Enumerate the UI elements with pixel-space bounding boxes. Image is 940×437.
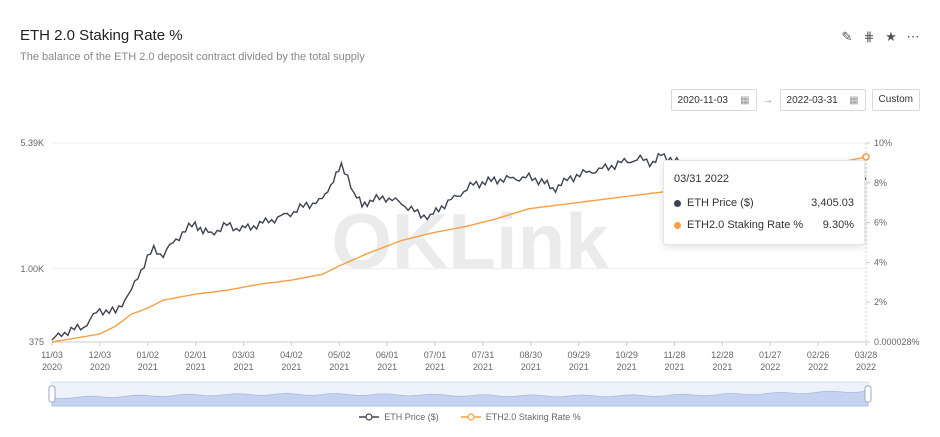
y-right-tick-label: 10%	[874, 138, 892, 148]
arrow-right-icon: →	[762, 94, 774, 106]
y-right-tick-label: 0.000028%	[874, 337, 920, 347]
zoom-handle-right	[864, 385, 872, 403]
tooltip-date: 03/31 2022	[674, 173, 730, 185]
x-tick-label: 11/03	[41, 350, 63, 360]
x-tick-label: 03/03	[232, 350, 255, 360]
watermark: OKLink	[331, 197, 609, 285]
x-tick-label: 08/30	[520, 350, 543, 360]
chart-legend: ETH Price ($) ETH2.0 Staking Rate %	[0, 412, 940, 422]
x-tick-year-label: 2021	[377, 362, 397, 372]
chart-tooltip: 03/31 2022 ETH Price ($) 3,405.03 ETH2.0…	[663, 160, 865, 245]
x-tick-year-label: 2021	[664, 362, 684, 372]
x-tick-year-label: 2021	[521, 362, 541, 372]
x-tick-year-label: 2021	[617, 362, 637, 372]
x-tick-label: 01/02	[136, 350, 159, 360]
chart-subtitle: The balance of the ETH 2.0 deposit contr…	[20, 51, 365, 63]
x-tick-year-label: 2021	[425, 362, 445, 372]
end-date-input[interactable]: 2022-03-31 ▦	[779, 89, 866, 111]
y-right-tick-label: 6%	[874, 218, 887, 228]
tooltip-price-value: 3,405.03	[811, 197, 854, 209]
staking-rate-highlight-point	[862, 153, 870, 161]
x-tick-year-label: 2022	[808, 362, 828, 372]
x-tick-label: 11/28	[664, 350, 686, 360]
x-tick-year-label: 2022	[760, 362, 780, 372]
x-tick-label: 01/27	[759, 350, 782, 360]
x-tick-year-label: 2021	[234, 362, 254, 372]
y-right-tick-label: 4%	[874, 257, 887, 267]
chart-title: ETH 2.0 Staking Rate %	[20, 27, 183, 44]
start-date-input[interactable]: 2020-11-03 ▦	[670, 89, 757, 111]
x-tick-label: 07/31	[472, 350, 495, 360]
x-tick-label: 04/02	[280, 350, 303, 360]
tooltip-staking-label: ETH2.0 Staking Rate %	[687, 219, 804, 231]
x-tick-label: 02/26	[807, 350, 830, 360]
y-left-tick-label: 1.00K	[20, 264, 44, 274]
grid-icon[interactable]: ⋕	[863, 29, 875, 44]
x-tick-year-label: 2021	[186, 362, 206, 372]
line-marker-icon	[460, 413, 481, 421]
x-tick-year-label: 2021	[712, 362, 732, 372]
x-tick-year-label: 2020	[90, 362, 110, 372]
x-tick-label: 06/01	[376, 350, 399, 360]
tooltip-row-staking: ETH2.0 Staking Rate % 9.30%	[674, 219, 854, 231]
star-icon[interactable]: ★	[885, 29, 897, 44]
x-tick-label: 07/01	[424, 350, 447, 360]
x-tick-year-label: 2021	[138, 362, 158, 372]
zoom-handle-left	[48, 385, 56, 403]
custom-button[interactable]: Custom	[871, 89, 920, 111]
y-left-tick-label: 375	[29, 337, 44, 347]
tooltip-price-label: ETH Price ($)	[687, 197, 754, 209]
y-right-tick-label: 2%	[874, 297, 887, 307]
x-tick-year-label: 2022	[856, 362, 876, 372]
calendar-icon: ▦	[740, 94, 750, 106]
edit-icon[interactable]: ✎	[841, 29, 853, 44]
x-tick-year-label: 2021	[473, 362, 493, 372]
date-range-picker: 2020-11-03 ▦ → 2022-03-31 ▦ Custom	[670, 89, 920, 111]
x-tick-label: 02/01	[184, 350, 207, 360]
legend-label-staking: ETH2.0 Staking Rate %	[485, 412, 581, 422]
y-left-tick-label: 5.39K	[20, 138, 44, 148]
line-marker-icon	[359, 413, 380, 421]
calendar-icon: ▦	[849, 94, 859, 106]
x-tick-label: 12/03	[89, 350, 112, 360]
x-tick-year-label: 2021	[569, 362, 589, 372]
legend-label-price: ETH Price ($)	[384, 412, 439, 422]
legend-item-staking[interactable]: ETH2.0 Staking Rate %	[460, 412, 581, 422]
price-dot-icon	[674, 199, 681, 207]
x-tick-label: 10/29	[615, 350, 638, 360]
x-tick-label: 03/28	[855, 350, 878, 360]
x-tick-year-label: 2021	[329, 362, 349, 372]
start-date-value: 2020-11-03	[677, 94, 728, 106]
y-right-tick-label: 8%	[874, 178, 887, 188]
x-tick-year-label: 2021	[281, 362, 301, 372]
tooltip-row-price: ETH Price ($) 3,405.03	[674, 197, 854, 209]
more-icon[interactable]: ⋯	[906, 29, 920, 44]
x-tick-label: 09/29	[567, 350, 590, 360]
tooltip-staking-value: 9.30%	[822, 219, 854, 231]
legend-item-price[interactable]: ETH Price ($)	[359, 412, 439, 422]
zoom-slider-area	[51, 390, 869, 407]
x-tick-label: 05/02	[328, 350, 351, 360]
chart-toolbar: ✎ ⋕ ★ ⋯	[840, 30, 920, 44]
x-tick-label: 12/28	[711, 350, 734, 360]
staking-dot-icon	[674, 221, 681, 229]
end-date-value: 2022-03-31	[786, 94, 838, 106]
x-tick-year-label: 2020	[42, 362, 62, 372]
